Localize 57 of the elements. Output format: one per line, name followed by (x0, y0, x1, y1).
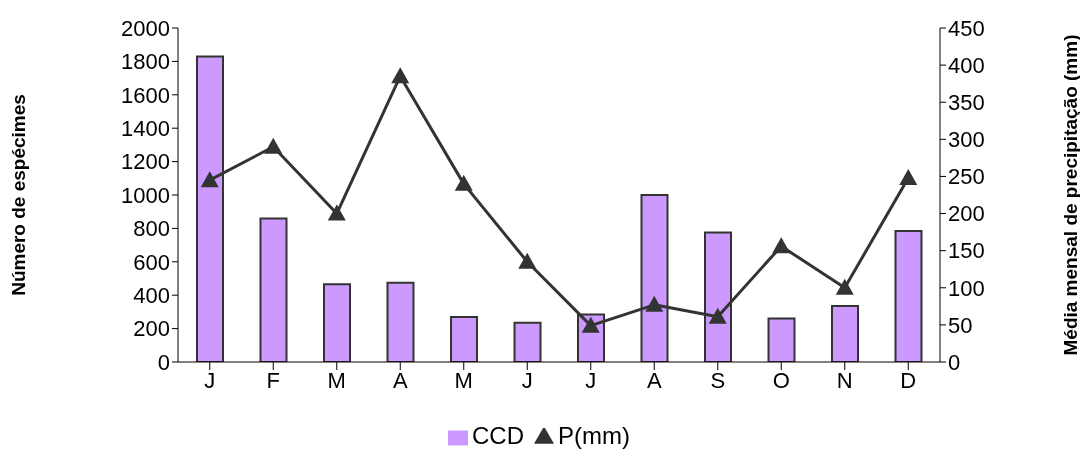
y2-tick-label: 450 (948, 15, 985, 41)
y2-tick-label: 0 (948, 349, 961, 375)
y2-tick-label: 50 (948, 312, 973, 338)
y-tick-label: 1400 (121, 116, 170, 142)
x-tick-label: J (521, 367, 533, 393)
point (708, 307, 727, 324)
x-tick-label: D (900, 367, 917, 393)
legend-label: P(mm) (558, 422, 630, 449)
x-tick-label: S (710, 367, 726, 393)
x-tick-label: A (392, 367, 408, 393)
y-axis-title: Número de espécimes (7, 94, 29, 296)
point (264, 137, 283, 154)
bar (450, 315, 478, 362)
y-tick-label: 200 (133, 316, 170, 342)
point (645, 295, 664, 312)
point (454, 174, 473, 191)
bar (259, 217, 288, 362)
legend-label: CCD (472, 422, 524, 449)
y-tick-label: 1000 (121, 182, 170, 208)
y2-tick-label: 150 (948, 238, 985, 264)
y2-tick-label: 200 (948, 201, 985, 227)
x-tick-label: F (266, 367, 280, 393)
bar (831, 305, 859, 362)
x-tick-label: A (646, 367, 662, 393)
bar (513, 321, 542, 362)
x-tick-label: M (454, 367, 473, 393)
point (327, 204, 346, 221)
point (200, 171, 219, 188)
y-tick-label: 0 (157, 349, 170, 375)
y2-tick-label: 300 (948, 127, 985, 153)
point (581, 316, 600, 333)
y-tick-label: 1600 (121, 82, 170, 108)
x-tick-label: O (772, 367, 790, 393)
y2-tick-label: 100 (948, 275, 985, 301)
bar (323, 283, 351, 362)
point (899, 168, 918, 185)
bar (894, 229, 923, 362)
point (772, 237, 791, 254)
point (835, 278, 854, 295)
y-tick-label: 800 (133, 216, 170, 242)
y-tick-label: 1200 (121, 149, 170, 175)
y-tick-label: 600 (133, 249, 170, 275)
y-tick-label: 400 (133, 283, 170, 309)
y-tick-label: 2000 (121, 15, 170, 41)
y-tick-label: 1800 (121, 49, 170, 75)
bar (386, 281, 415, 362)
x-tick-label: J (204, 367, 216, 393)
bar (767, 317, 796, 362)
x-tick-label: N (836, 367, 853, 393)
point (518, 252, 537, 269)
y2-tick-label: 250 (948, 164, 985, 190)
y2-tick-label: 400 (948, 52, 985, 78)
y2-tick-label: 350 (948, 90, 985, 116)
y2-axis-title: Média mensal de precipitação (mm) (1059, 34, 1081, 356)
point (391, 67, 410, 84)
x-tick-label: M (327, 367, 346, 393)
x-tick-label: J (585, 367, 597, 393)
